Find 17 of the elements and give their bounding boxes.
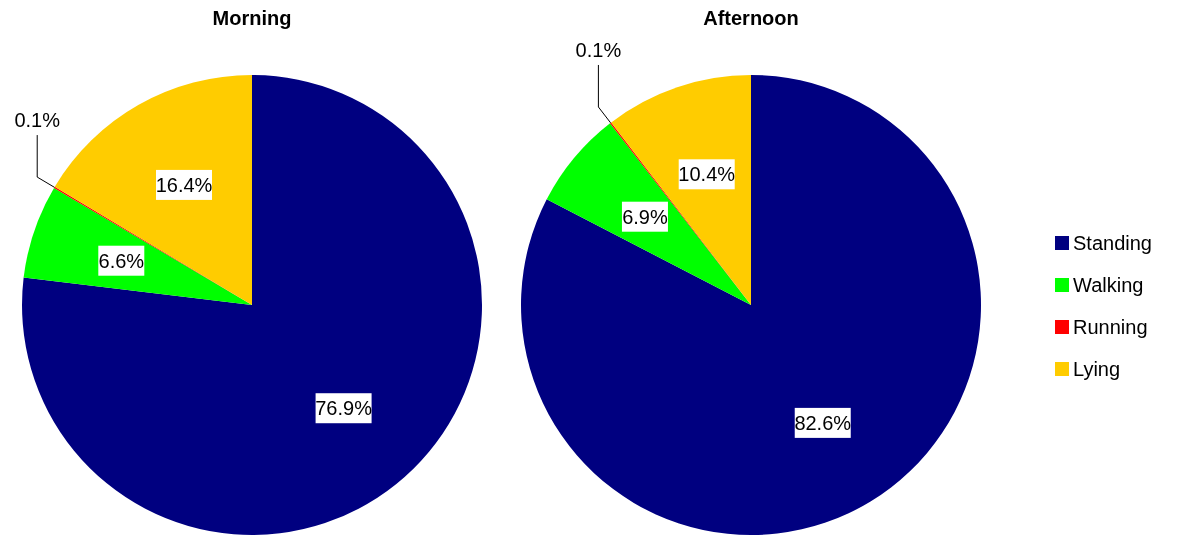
data-label: 82.6% — [794, 411, 852, 434]
data-label: 0.1% — [575, 38, 622, 61]
chart-title: Morning — [212, 7, 292, 29]
legend-label: Standing — [1073, 232, 1152, 254]
pie-slice — [546, 123, 751, 305]
legend-label: Lying — [1073, 358, 1121, 380]
pie-slice — [521, 75, 981, 535]
data-label: 10.4% — [678, 163, 736, 186]
legend-label: Running — [1073, 316, 1148, 338]
data-label: 6.9% — [622, 205, 668, 228]
data-label: 0.1% — [14, 109, 61, 132]
chart-title: Afternoon — [703, 7, 799, 29]
data-label: 6.6% — [98, 249, 145, 272]
legend-label: Walking — [1073, 274, 1144, 296]
pie-slice — [611, 75, 751, 305]
data-label: 76.9% — [315, 397, 373, 420]
data-label: 16.4% — [155, 173, 213, 196]
